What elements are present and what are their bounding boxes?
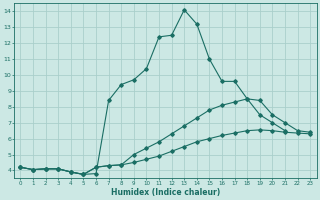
X-axis label: Humidex (Indice chaleur): Humidex (Indice chaleur) [111, 188, 220, 197]
